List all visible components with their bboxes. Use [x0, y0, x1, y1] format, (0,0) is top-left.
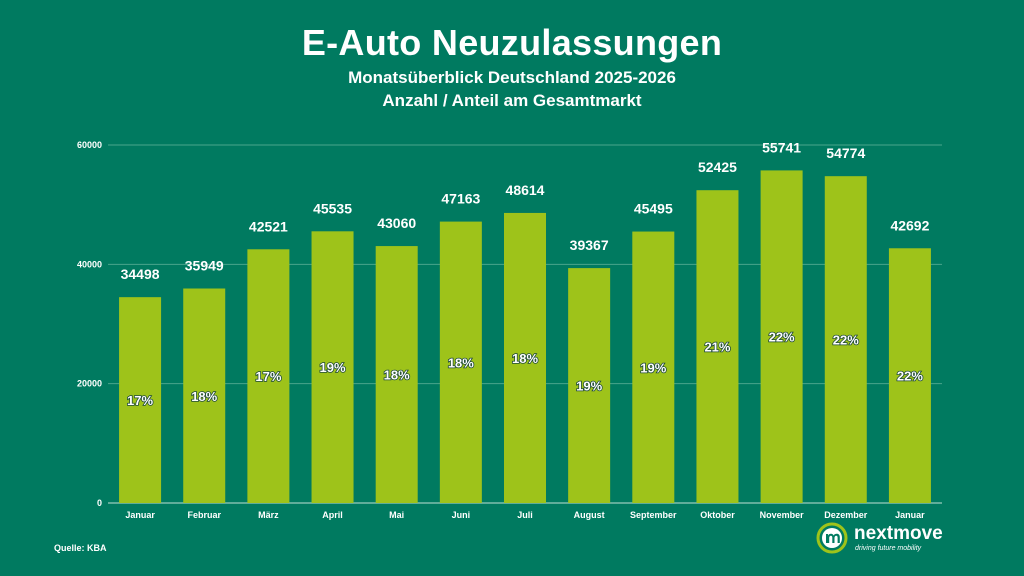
- share-label: 22%: [833, 333, 859, 348]
- value-label: 39367: [570, 237, 609, 253]
- bar: [568, 268, 611, 503]
- share-label: 18%: [448, 355, 474, 370]
- value-label: 52425: [698, 159, 737, 175]
- x-tick-label: Januar: [895, 510, 925, 520]
- value-label: 34498: [121, 266, 160, 282]
- value-label: 42521: [249, 218, 288, 234]
- y-tick-label: 0: [97, 498, 102, 508]
- value-label: 48614: [506, 182, 545, 198]
- value-label: 47163: [441, 191, 480, 207]
- bar: [311, 231, 354, 503]
- bar: [888, 248, 931, 503]
- bar: [119, 297, 162, 503]
- y-tick-label: 40000: [77, 259, 102, 269]
- share-label: 22%: [897, 369, 923, 384]
- bar: [824, 176, 867, 503]
- x-tick-label: August: [574, 510, 605, 520]
- brand-tagline: driving future mobility: [855, 545, 922, 552]
- share-label: 18%: [191, 389, 217, 404]
- x-tick-label: Juni: [452, 510, 471, 520]
- value-label: 45495: [634, 201, 673, 217]
- value-label: 54774: [826, 145, 865, 161]
- bar: [183, 288, 226, 503]
- x-tick-label: November: [760, 510, 805, 520]
- bar: [375, 246, 418, 504]
- bar: [504, 212, 546, 503]
- x-tick-label: Dezember: [824, 510, 868, 520]
- bar: [632, 231, 675, 503]
- share-label: 19%: [640, 360, 666, 375]
- x-tick-label: Oktober: [700, 510, 735, 520]
- share-label: 17%: [255, 369, 281, 384]
- nextmove-logo-icon: [816, 522, 848, 554]
- bar: [760, 170, 803, 503]
- share-label: 21%: [704, 340, 730, 355]
- value-label: 55741: [762, 139, 801, 155]
- x-tick-label: Januar: [125, 510, 155, 520]
- chart-title: E-Auto Neuzulassungen: [301, 22, 723, 63]
- y-tick-label: 60000: [77, 140, 102, 150]
- share-label: 22%: [769, 330, 795, 345]
- y-tick-label: 20000: [77, 379, 102, 389]
- x-tick-label: März: [258, 510, 279, 520]
- share-label: 18%: [512, 351, 538, 366]
- bar: [439, 221, 482, 503]
- share-label: 19%: [576, 379, 602, 394]
- share-label: 18%: [384, 368, 410, 383]
- bar: [696, 190, 739, 503]
- chart-subtitle: Monatsüberblick Deutschland 2025-2026: [348, 68, 676, 87]
- source-note: Quelle: KBA: [54, 543, 107, 553]
- brand-name: nextmove: [854, 523, 943, 544]
- value-label: 35949: [185, 258, 224, 274]
- share-label: 19%: [320, 360, 346, 375]
- value-label: 45535: [313, 200, 352, 216]
- x-tick-label: Juli: [517, 510, 533, 520]
- share-label: 17%: [127, 393, 153, 408]
- value-label: 42692: [890, 217, 929, 233]
- x-tick-label: Februar: [187, 510, 221, 520]
- x-tick-label: September: [630, 510, 677, 520]
- x-tick-label: April: [322, 510, 343, 520]
- chart-subtitle-units: Anzahl / Anteil am Gesamtmarkt: [382, 91, 642, 110]
- bar: [247, 249, 290, 503]
- x-tick-label: Mai: [389, 510, 404, 520]
- value-label: 43060: [377, 215, 416, 231]
- brand-logo: nextmove driving future mobility: [816, 522, 966, 556]
